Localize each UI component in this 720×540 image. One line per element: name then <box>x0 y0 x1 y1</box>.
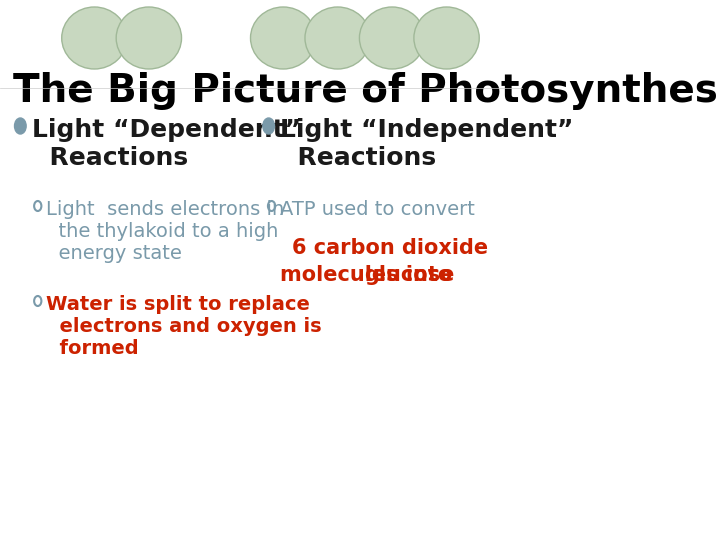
Text: Water is split to replace
  electrons and oxygen is
  formed: Water is split to replace electrons and … <box>47 295 322 358</box>
Text: Light “Independent”
  Reactions: Light “Independent” Reactions <box>280 118 574 170</box>
Circle shape <box>263 118 274 134</box>
Ellipse shape <box>251 7 316 69</box>
Text: glucose: glucose <box>364 265 454 285</box>
Text: ATP used to convert: ATP used to convert <box>280 200 475 219</box>
Ellipse shape <box>359 7 425 69</box>
Text: 6 carbon dioxide: 6 carbon dioxide <box>292 238 488 258</box>
Ellipse shape <box>62 7 127 69</box>
Ellipse shape <box>305 7 370 69</box>
Text: molecules into: molecules into <box>280 265 460 285</box>
Ellipse shape <box>116 7 181 69</box>
Text: Light “Dependent”
  Reactions: Light “Dependent” Reactions <box>32 118 301 170</box>
Ellipse shape <box>414 7 480 69</box>
Text: The Big Picture of Photosynthesis: The Big Picture of Photosynthesis <box>13 72 720 110</box>
Text: Light  sends electrons in
  the thylakoid to a high
  energy state: Light sends electrons in the thylakoid t… <box>47 200 284 263</box>
Circle shape <box>14 118 26 134</box>
